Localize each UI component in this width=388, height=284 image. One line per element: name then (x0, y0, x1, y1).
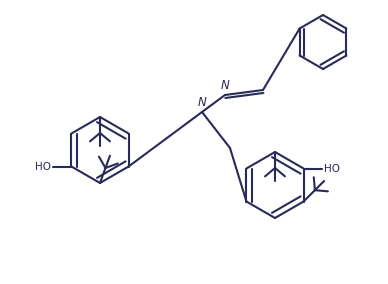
Text: HO: HO (35, 162, 52, 172)
Text: HO: HO (324, 164, 340, 174)
Text: N: N (197, 96, 206, 109)
Text: N: N (221, 79, 229, 92)
